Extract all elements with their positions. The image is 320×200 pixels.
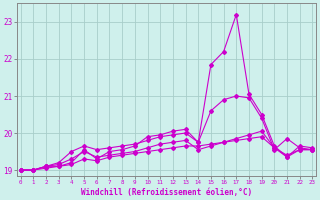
X-axis label: Windchill (Refroidissement éolien,°C): Windchill (Refroidissement éolien,°C) [81, 188, 252, 197]
